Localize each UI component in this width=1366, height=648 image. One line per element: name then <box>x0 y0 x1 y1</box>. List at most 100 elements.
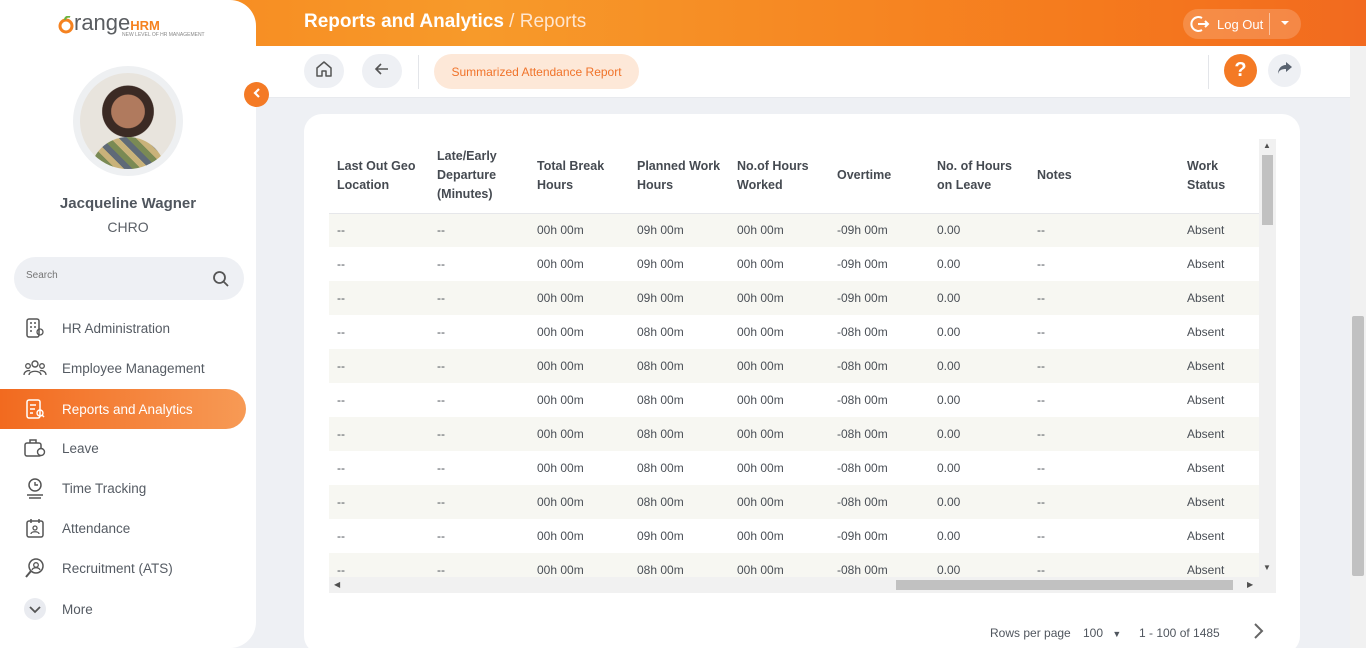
table-row[interactable]: -- -- 00h 00m 08h 00m 00h 00m -08h 00m 0.00 -- A… <box>329 553 1259 577</box>
share-button[interactable] <box>1268 54 1301 87</box>
table-row[interactable]: -- -- 00h 00m 08h 00m 00h 00m -08h 00m 0.00 -- A… <box>329 485 1259 519</box>
table-cell: 00h 00m <box>537 393 584 407</box>
table-row[interactable]: -- -- 00h 00m 09h 00m 00h 00m -09h 00m 0.00 -- A… <box>329 213 1259 247</box>
sidebar-item-reports-and-analytics[interactable]: Reports and Analytics <box>0 389 246 429</box>
table-cell: 08h 00m <box>637 461 684 475</box>
table-row[interactable]: -- -- 00h 00m 08h 00m 00h 00m -08h 00m 0.00 -- A… <box>329 349 1259 383</box>
page-scrollbar[interactable] <box>1350 46 1366 648</box>
report-table: Last Out Geo Location Late/Early Departu… <box>329 139 1259 577</box>
sidebar-item-more[interactable]: More <box>0 589 246 629</box>
people-icon <box>22 355 48 381</box>
report-table-container: Last Out Geo Location Late/Early Departu… <box>329 139 1259 577</box>
table-cell: 00h 00m <box>537 325 584 339</box>
table-cell: 08h 00m <box>629 553 729 577</box>
sidebar-item-employee-management[interactable]: Employee Management <box>0 348 246 388</box>
table-row[interactable]: -- -- 00h 00m 09h 00m 00h 00m -09h 00m 0.00 -- A… <box>329 281 1259 315</box>
search-input[interactable] <box>26 270 206 281</box>
table-cell: -- <box>1029 553 1179 577</box>
caret-down-icon: ▼ <box>1112 629 1122 639</box>
next-page-button[interactable] <box>1251 622 1265 643</box>
table-cell: -- <box>429 417 529 451</box>
sidebar-item-label: More <box>62 601 93 617</box>
share-icon <box>1276 59 1294 82</box>
table-cell: 08h 00m <box>629 485 729 519</box>
column-header: Late/Early Departure (Minutes) <box>429 139 529 214</box>
table-cell: Absent <box>1179 349 1259 383</box>
table-cell: 0.00 <box>929 281 1029 315</box>
table-cell: -- <box>329 553 429 577</box>
table-cell: -- <box>329 281 429 315</box>
table-cell: 00h 00m <box>737 529 784 543</box>
table-cell: 00h 00m <box>529 281 629 315</box>
table-row[interactable]: -- -- 00h 00m 08h 00m 00h 00m -08h 00m 0.00 -- A… <box>329 315 1259 349</box>
table-cell: 0.00 <box>929 417 1029 451</box>
table-cell: 0.00 <box>929 485 1029 519</box>
table-row[interactable]: -- -- 00h 00m 09h 00m 00h 00m -09h 00m 0.00 -- A… <box>329 247 1259 281</box>
table-cell: Absent <box>1179 485 1259 519</box>
help-button[interactable]: ? <box>1224 54 1257 87</box>
table-row[interactable]: -- -- 00h 00m 08h 00m 00h 00m -08h 00m 0.00 -- A… <box>329 451 1259 485</box>
table-cell: Absent <box>1179 213 1259 247</box>
scroll-thumb[interactable] <box>1262 155 1273 225</box>
sidebar-item-leave[interactable]: Leave <box>0 428 246 468</box>
scroll-left-icon[interactable]: ◀ <box>334 580 341 589</box>
table-cell: 00h 00m <box>537 529 584 543</box>
table-cell: -- <box>1029 485 1179 519</box>
report-icon <box>22 396 48 422</box>
table-cell: 08h 00m <box>629 349 729 383</box>
sidebar-item-label: Employee Management <box>62 360 205 376</box>
report-chip[interactable]: Summarized Attendance Report <box>434 54 639 89</box>
sidebar-item-recruitment[interactable]: Recruitment (ATS) <box>0 548 246 588</box>
chevron-down-icon <box>22 596 48 622</box>
table-cell: 08h 00m <box>629 417 729 451</box>
table-cell: 09h 00m <box>629 213 729 247</box>
collapse-sidebar-button[interactable] <box>244 82 269 107</box>
arrow-left-icon <box>373 60 391 83</box>
table-row[interactable]: -- -- 00h 00m 08h 00m 00h 00m -08h 00m 0.00 -- A… <box>329 383 1259 417</box>
sidebar-item-attendance[interactable]: Attendance <box>0 508 246 548</box>
sidebar-item-time-tracking[interactable]: Time Tracking <box>0 468 246 508</box>
sidebar-item-label: Attendance <box>62 520 131 536</box>
table-cell: Absent <box>1179 553 1259 577</box>
column-header: Total Break Hours <box>529 139 629 214</box>
table-row[interactable]: -- -- 00h 00m 09h 00m 00h 00m -09h 00m 0.00 -- A… <box>329 519 1259 553</box>
page-subtitle: Reports <box>519 11 587 32</box>
table-cell: -- <box>429 485 529 519</box>
caret-down-icon[interactable] <box>1279 17 1291 32</box>
table-header-row: Last Out Geo Location Late/Early Departu… <box>329 139 1259 214</box>
table-cell: 00h 00m <box>737 257 784 271</box>
table-cell: 00h 00m <box>729 417 829 451</box>
table-cell: 00h 00m <box>537 461 584 475</box>
rows-per-page-label: Rows per page <box>990 626 1071 640</box>
logout-icon <box>1189 13 1211 35</box>
sidebar-item-label: Reports and Analytics <box>62 401 193 417</box>
table-horizontal-scrollbar[interactable]: ◀ ▶ <box>329 577 1276 593</box>
table-cell: 0.00 <box>929 553 1029 577</box>
user-role: CHRO <box>107 219 149 235</box>
table-cell: Absent <box>1187 393 1225 407</box>
table-vertical-scrollbar[interactable]: ▲ ▼ <box>1259 139 1276 577</box>
scroll-thumb[interactable] <box>1352 316 1364 576</box>
table-cell: 00h 00m <box>529 417 629 451</box>
table-cell: 00h 00m <box>737 325 784 339</box>
table-cell: -- <box>337 325 345 339</box>
back-button[interactable] <box>362 54 402 88</box>
column-header: No.of Hours Worked <box>729 139 829 214</box>
table-cell: 00h 00m <box>529 349 629 383</box>
rows-per-page-select[interactable]: 100 ▼ <box>1083 626 1122 640</box>
sidebar-item-hr-administration[interactable]: HR Administration <box>0 308 246 348</box>
scroll-down-icon[interactable]: ▼ <box>1263 563 1271 572</box>
table-cell: 0.00 <box>937 461 961 475</box>
sidebar-item-label: Recruitment (ATS) <box>62 560 173 576</box>
home-button[interactable] <box>304 54 344 88</box>
search-icon[interactable] <box>210 268 232 290</box>
table-cell: -- <box>1029 349 1179 383</box>
scroll-thumb[interactable] <box>896 580 1233 590</box>
table-cell: Absent <box>1187 257 1225 271</box>
scroll-up-icon[interactable]: ▲ <box>1263 141 1271 150</box>
logout-button[interactable]: Log Out <box>1183 9 1301 39</box>
table-cell: -- <box>437 529 445 543</box>
table-row[interactable]: -- -- 00h 00m 08h 00m 00h 00m -08h 00m 0.00 -- A… <box>329 417 1259 451</box>
table-cell: -09h 00m <box>837 257 888 271</box>
scroll-right-icon[interactable]: ▶ <box>1247 580 1254 589</box>
